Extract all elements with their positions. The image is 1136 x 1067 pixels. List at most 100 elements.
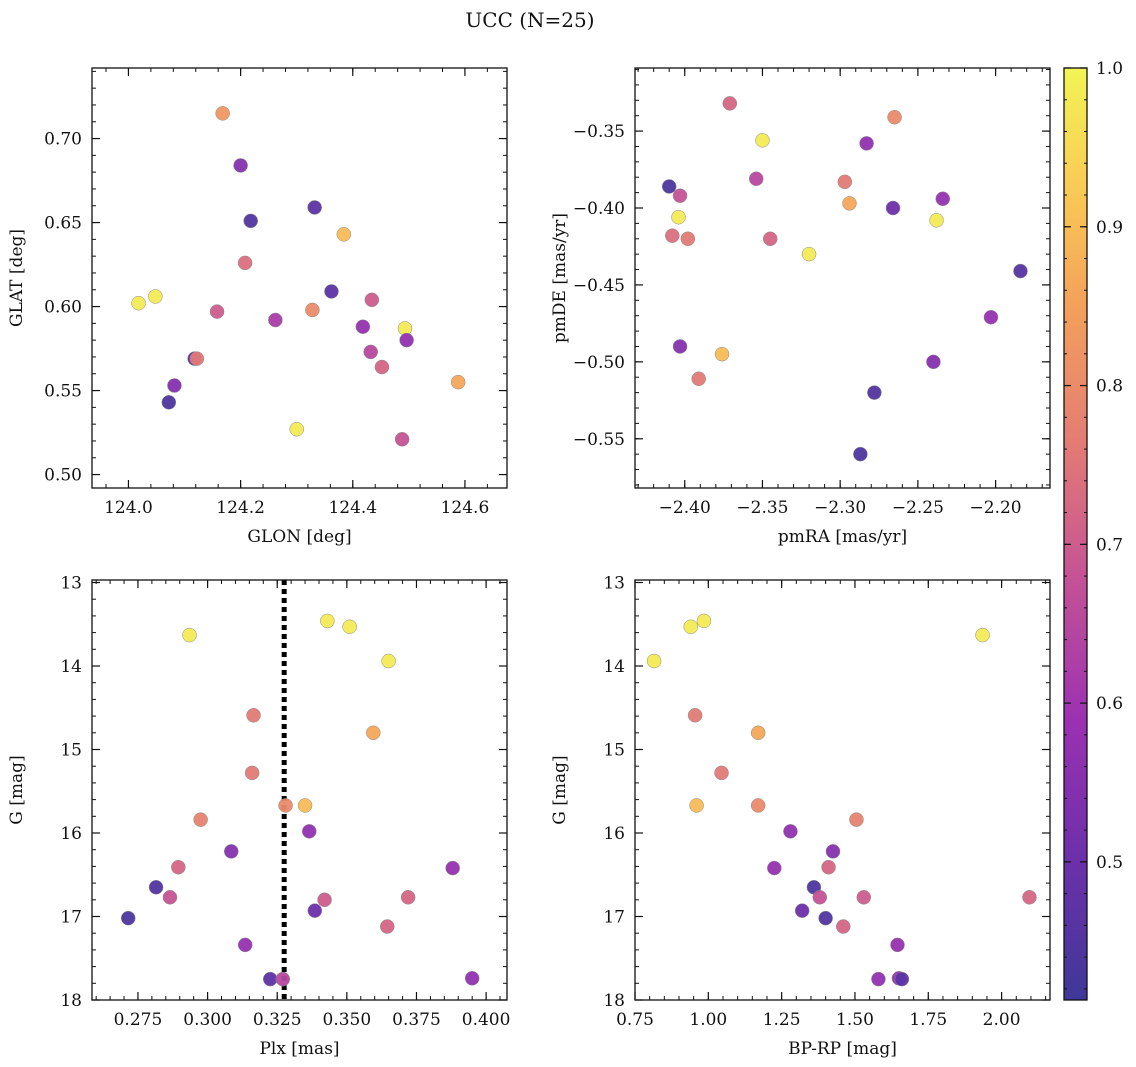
figure-title: UCC (N=25) [465,8,594,32]
data-point [317,892,332,908]
data-point [148,880,164,895]
major-ticks [92,580,507,1001]
data-point [783,824,798,839]
data-point [171,859,186,875]
data-point [750,798,766,813]
colorbar-tick-label: 0.6 [1096,694,1123,714]
x-axis-label: BP-RP [mag] [788,1039,897,1059]
x-tick-label: −2.40 [659,498,711,518]
data-point [714,765,729,781]
axes-frame [91,67,508,489]
x-tick-label: −2.30 [814,498,866,518]
x-tick-label: 1.25 [763,1010,801,1030]
data-point [400,890,416,905]
data-point [305,302,320,318]
data-point [859,136,874,151]
scatter-points [120,613,480,987]
data-point [975,627,990,643]
panel-1: 124.0 124.2 124.4 124.6 0.50 0.55 0.60 0.65 0.70… [7,67,508,547]
data-point [399,332,414,348]
data-point [374,359,390,375]
major-ticks [92,68,507,488]
x-tick-label: 0.350 [323,1010,372,1030]
data-point [355,319,371,334]
data-point [297,798,313,813]
y-tick-label: 18 [60,991,82,1011]
data-point [1022,890,1037,905]
panel-2: −2.40 −2.35 −2.30 −2.25 −2.20 −0.55 −0.50 −0.45… [550,67,1051,547]
data-point [801,246,817,262]
data-point [935,191,951,207]
data-point [244,765,260,781]
major-ticks [635,68,1050,488]
x-tick-label: 0.400 [462,1010,511,1030]
data-point [381,653,396,669]
data-point [835,919,851,934]
data-point [336,227,352,242]
x-tick-label: 0.325 [253,1010,302,1030]
x-axis-label: GLON [deg] [247,527,351,547]
data-point [301,824,317,839]
data-point [683,619,698,635]
data-point [755,133,770,148]
x-axis-label: pmRA [mas/yr] [778,527,907,547]
minor-ticks [635,68,1050,488]
data-point [680,231,696,247]
colorbar-tick-label: 0.8 [1096,377,1123,397]
y-tick-label: −0.50 [573,353,625,373]
axes-frame [91,579,508,1001]
data-point [450,374,466,390]
y-tick-label: −0.55 [573,430,625,450]
colorbar: 0.5 0.6 0.7 0.8 0.9 1.0 [1063,59,1123,1001]
data-point [189,351,205,366]
data-point [342,619,357,635]
data-point [853,446,868,462]
data-point [363,344,378,360]
scatter-points [131,106,466,447]
data-point [671,209,686,225]
y-tick-label: 15 [60,741,82,761]
y-tick-label: 18 [603,991,625,1011]
data-point [821,859,836,875]
data-point [691,371,706,387]
data-point [672,188,688,203]
data-point [842,196,857,211]
data-point [167,378,182,393]
data-point [379,919,395,934]
x-tick-label: 1.75 [909,1010,947,1030]
data-point [268,312,283,328]
colorbar-tick-label: 0.5 [1096,853,1123,873]
data-point [366,725,381,741]
scatter-points [661,96,1028,462]
x-tick-label: 124.2 [216,498,265,518]
data-point [209,304,225,319]
data-point [722,96,738,111]
data-point [837,174,853,190]
data-point [243,213,258,229]
data-point [714,346,730,362]
y-tick-label: −0.40 [573,199,625,219]
x-tick-label: 124.4 [328,498,377,518]
data-point [215,106,230,121]
data-point [929,213,944,228]
data-point [750,725,766,741]
data-point [320,613,335,629]
y-tick-label: 14 [60,657,82,677]
data-point [825,844,841,859]
data-point [161,395,177,410]
colorbar-tick-label: 1.0 [1096,59,1123,79]
x-tick-label: −2.20 [970,498,1022,518]
x-tick-label: 0.375 [392,1010,441,1030]
data-point [646,653,662,669]
data-point [696,613,712,629]
data-point [120,910,136,926]
y-tick-label: 0.70 [44,130,82,150]
data-point [887,109,902,125]
data-point [182,627,197,643]
data-point [983,309,999,325]
scatter-points [646,613,1037,987]
y-axis-label: GLAT [deg] [7,229,27,327]
data-point [237,255,253,271]
minor-ticks [634,580,1050,1001]
